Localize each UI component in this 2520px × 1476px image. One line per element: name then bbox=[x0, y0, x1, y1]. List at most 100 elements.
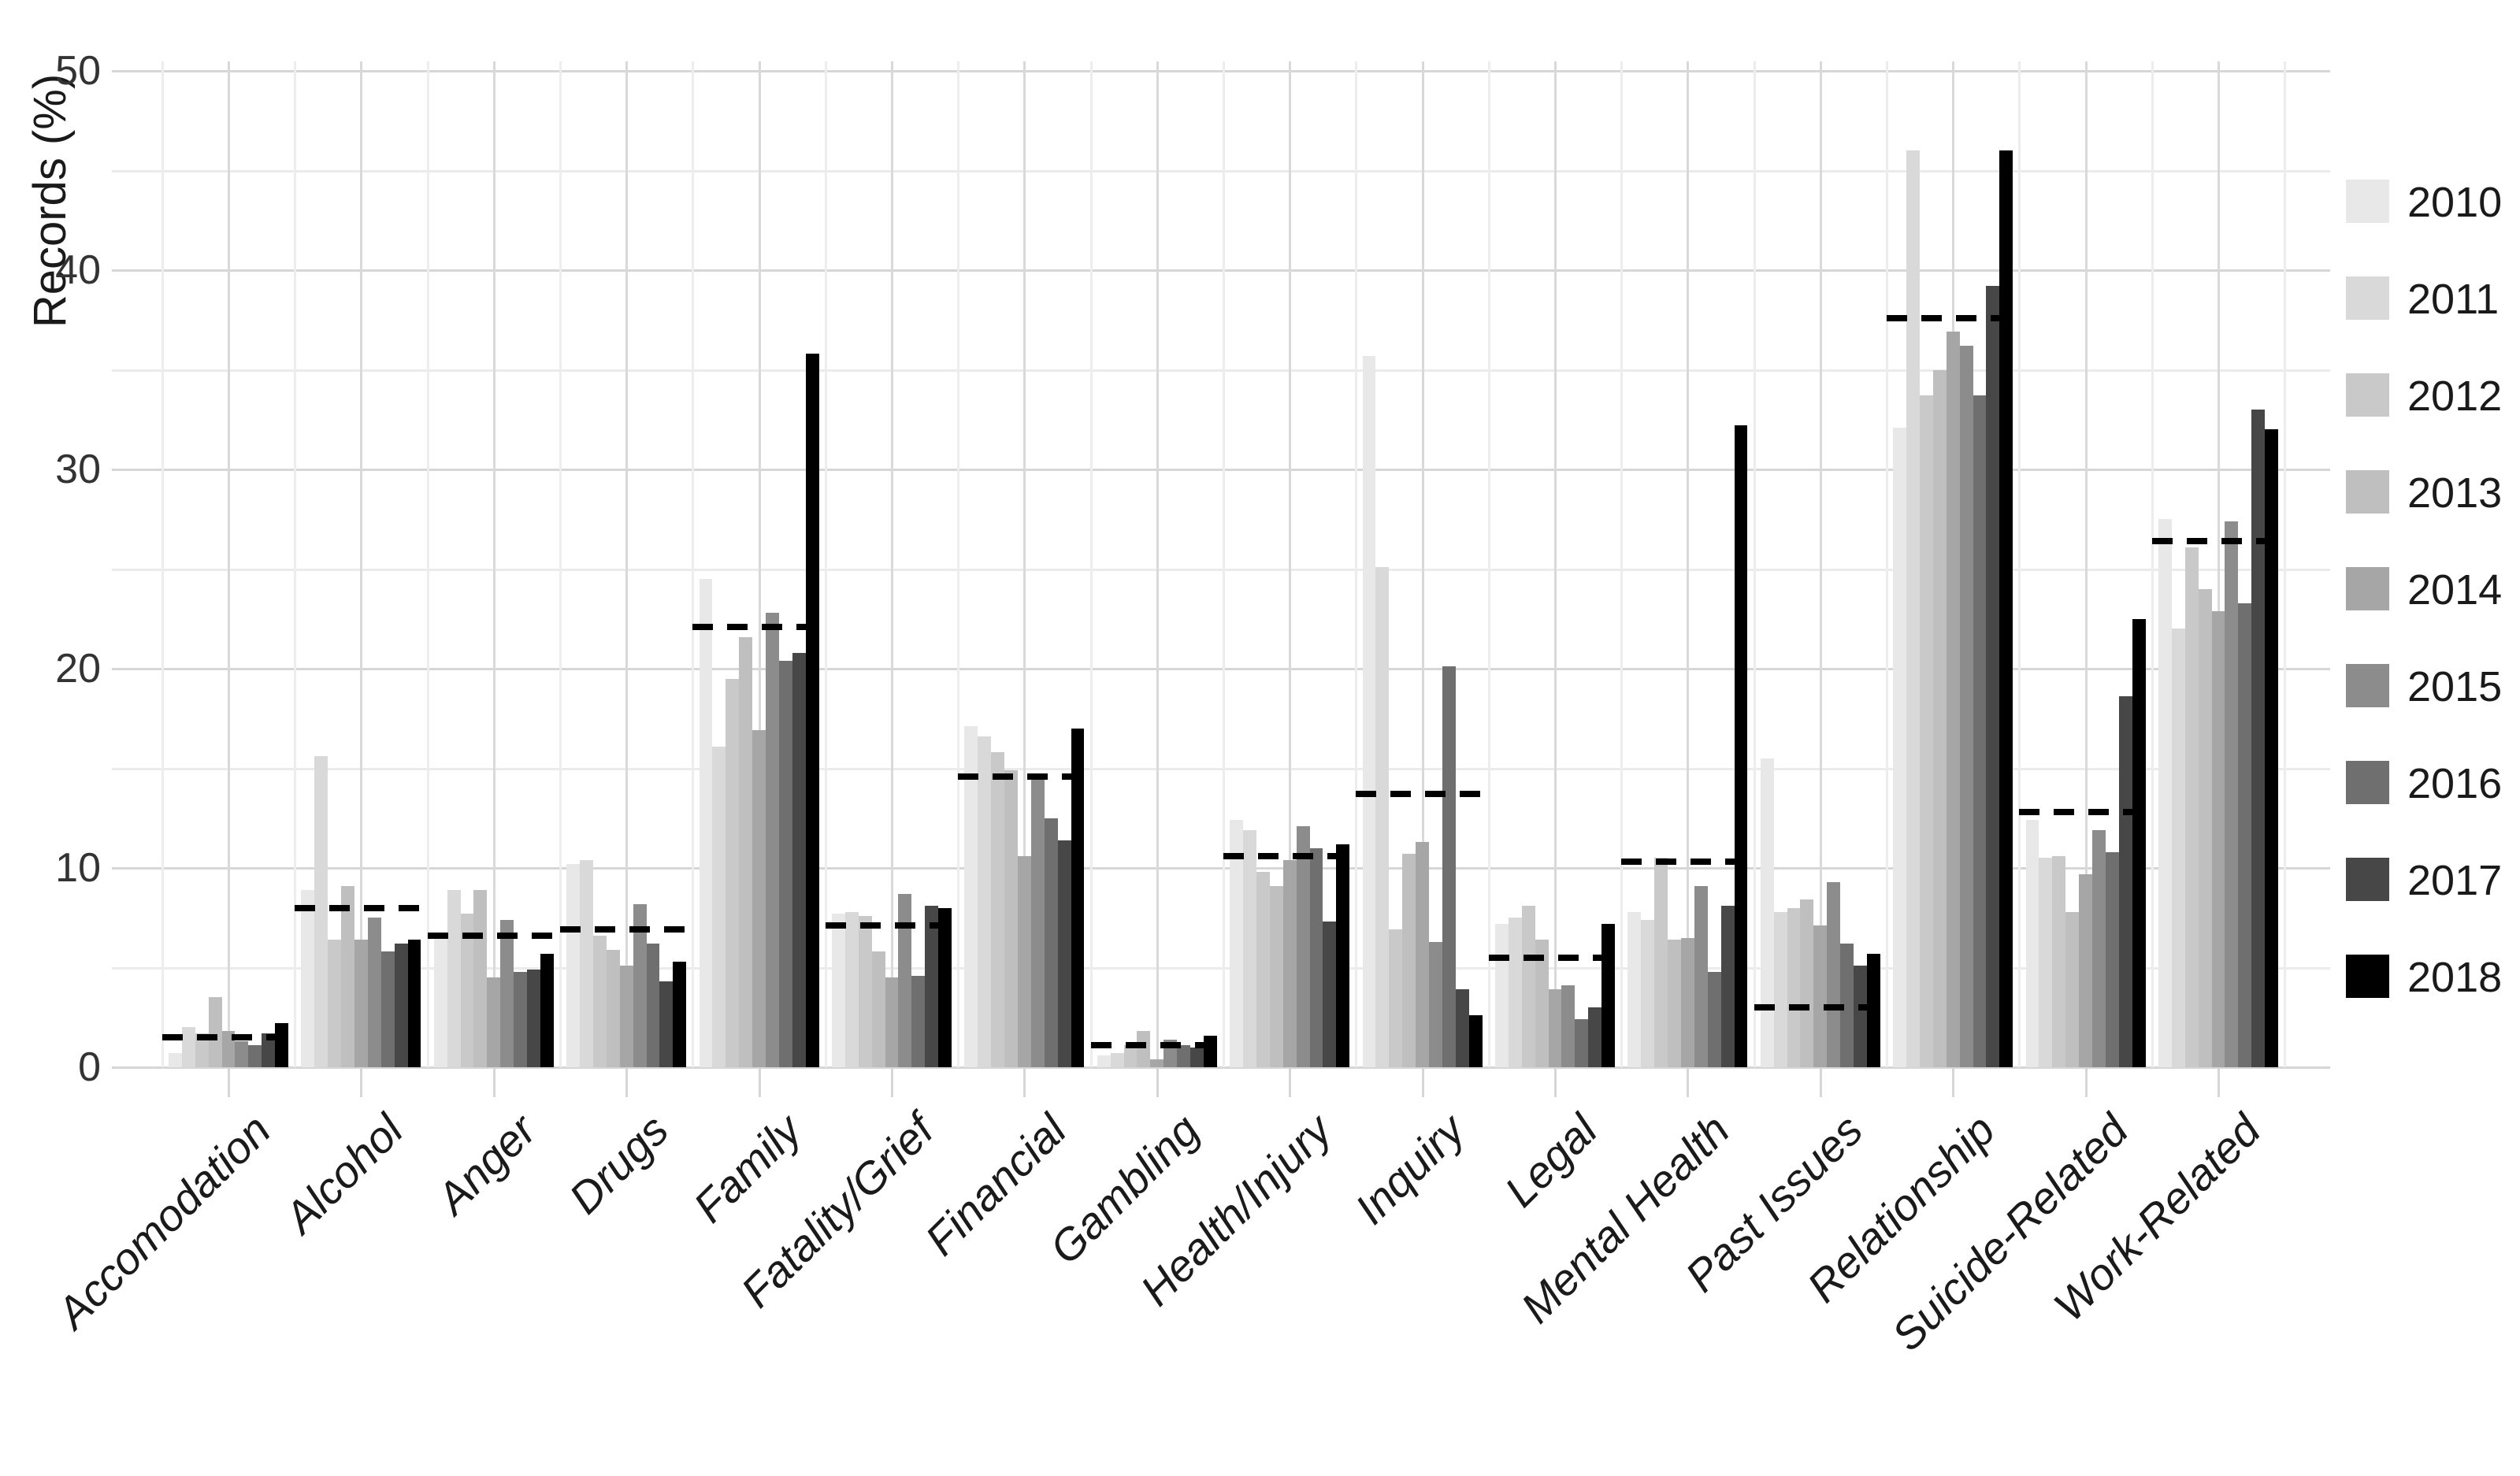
bar-2017 bbox=[1455, 989, 1469, 1067]
bar-2016 bbox=[1575, 1019, 1589, 1067]
bar-2016 bbox=[911, 975, 926, 1067]
bar-2013 bbox=[2198, 588, 2212, 1067]
bar-2012 bbox=[592, 936, 607, 1067]
bar-2013 bbox=[2065, 911, 2080, 1067]
legend-item-2017: 2017 bbox=[2346, 858, 2519, 902]
v-gridline-minor bbox=[1487, 61, 1490, 1067]
bar-2014 bbox=[1548, 989, 1562, 1067]
bar-2014 bbox=[1282, 859, 1297, 1067]
bar-2010 bbox=[1097, 1055, 1111, 1067]
dashed-reference-line bbox=[1887, 314, 2020, 321]
bar-2011 bbox=[1906, 150, 1920, 1067]
bar-2016 bbox=[1442, 666, 1456, 1067]
h-gridline-major bbox=[112, 269, 2330, 272]
legend-label-2012: 2012 bbox=[2407, 373, 2503, 420]
bar-2011 bbox=[1508, 918, 1522, 1067]
legend-swatch-2015 bbox=[2346, 664, 2389, 707]
dashed-reference-line bbox=[560, 926, 693, 933]
v-gridline-major bbox=[228, 61, 230, 1067]
x-axis-tick bbox=[1421, 1067, 1424, 1097]
x-axis-tick bbox=[1289, 1067, 1292, 1097]
bar-2017 bbox=[527, 970, 540, 1067]
x-axis-tick bbox=[1554, 1067, 1557, 1097]
v-gridline-minor bbox=[1223, 61, 1225, 1067]
y-tick-label: 30 bbox=[55, 447, 101, 492]
bar-2016 bbox=[248, 1045, 262, 1067]
x-axis-tick bbox=[1023, 1067, 1026, 1097]
bar-2013 bbox=[1402, 854, 1416, 1067]
h-gridline-major bbox=[112, 469, 2330, 471]
bar-2014 bbox=[1416, 842, 1430, 1067]
x-axis-tick bbox=[228, 1067, 230, 1097]
bar-2012 bbox=[858, 915, 872, 1067]
legend-swatch-2010 bbox=[2346, 180, 2389, 223]
bar-2016 bbox=[380, 951, 395, 1067]
v-gridline-major bbox=[2218, 61, 2220, 1067]
v-gridline-minor bbox=[1886, 61, 1888, 1067]
bar-2014 bbox=[354, 940, 368, 1067]
legend-swatch-2016 bbox=[2346, 761, 2389, 804]
bar-2014 bbox=[619, 965, 633, 1067]
v-gridline-minor bbox=[1089, 61, 1093, 1067]
bar-2015 bbox=[1561, 985, 1575, 1067]
bar-2011 bbox=[314, 756, 328, 1067]
bar-2013 bbox=[1137, 1031, 1151, 1067]
bar-2011 bbox=[712, 746, 726, 1067]
x-axis-tick bbox=[1952, 1067, 1955, 1097]
bar-2014 bbox=[752, 730, 766, 1067]
bar-2015 bbox=[1959, 346, 1973, 1067]
bar-2018 bbox=[1999, 150, 2013, 1067]
v-gridline-minor bbox=[1753, 61, 1756, 1067]
v-gridline-major bbox=[360, 61, 363, 1067]
bar-2013 bbox=[1004, 770, 1018, 1067]
bar-2015 bbox=[1030, 776, 1045, 1067]
bar-2010 bbox=[433, 936, 447, 1067]
bar-2016 bbox=[1707, 971, 1721, 1067]
h-gridline-major bbox=[112, 867, 2330, 870]
bar-2016 bbox=[646, 944, 660, 1067]
legend-label-2018: 2018 bbox=[2407, 954, 2503, 1001]
bar-2014 bbox=[1017, 855, 1031, 1067]
bar-2017 bbox=[1588, 1007, 1602, 1067]
bar-2011 bbox=[447, 889, 461, 1067]
v-gridline-major bbox=[1687, 61, 1690, 1067]
bar-2012 bbox=[1919, 395, 1933, 1067]
bar-2016 bbox=[2105, 851, 2119, 1067]
bar-2010 bbox=[831, 914, 845, 1067]
legend-item-2010: 2010 bbox=[2346, 180, 2519, 224]
bar-2013 bbox=[871, 951, 885, 1067]
v-gridline-minor bbox=[426, 61, 429, 1067]
v-gridline-minor bbox=[2018, 61, 2021, 1067]
v-gridline-minor bbox=[2284, 61, 2287, 1067]
bar-2012 bbox=[1654, 858, 1668, 1067]
dashed-reference-line bbox=[161, 1034, 295, 1041]
bar-2017 bbox=[659, 981, 674, 1067]
bar-2014 bbox=[1813, 925, 1828, 1067]
bar-2015 bbox=[500, 919, 514, 1067]
v-gridline-major bbox=[625, 61, 629, 1067]
legend-item-2014: 2014 bbox=[2346, 567, 2519, 611]
x-axis-tick bbox=[1687, 1067, 1690, 1097]
bar-2017 bbox=[2251, 410, 2266, 1067]
bar-2015 bbox=[1429, 941, 1442, 1067]
bar-2016 bbox=[1973, 395, 1987, 1067]
dashed-reference-line bbox=[2151, 538, 2285, 545]
bar-2018 bbox=[805, 354, 819, 1067]
bar-2018 bbox=[673, 961, 687, 1067]
bar-2016 bbox=[778, 660, 792, 1067]
bar-2017 bbox=[2118, 696, 2132, 1067]
bar-2014 bbox=[885, 977, 899, 1067]
bar-2011 bbox=[2039, 858, 2053, 1067]
v-gridline-major bbox=[1421, 61, 1424, 1067]
bar-2013 bbox=[341, 885, 354, 1067]
v-gridline-minor bbox=[2151, 61, 2154, 1067]
dashed-reference-line bbox=[1356, 791, 1489, 798]
bar-2010 bbox=[2158, 519, 2172, 1067]
y-tick-label: 20 bbox=[55, 646, 101, 692]
bar-2015 bbox=[766, 613, 779, 1067]
v-gridline-major bbox=[1156, 61, 1159, 1067]
dashed-reference-line bbox=[427, 933, 560, 940]
x-axis-tick bbox=[360, 1067, 363, 1097]
bar-2018 bbox=[2132, 618, 2146, 1067]
